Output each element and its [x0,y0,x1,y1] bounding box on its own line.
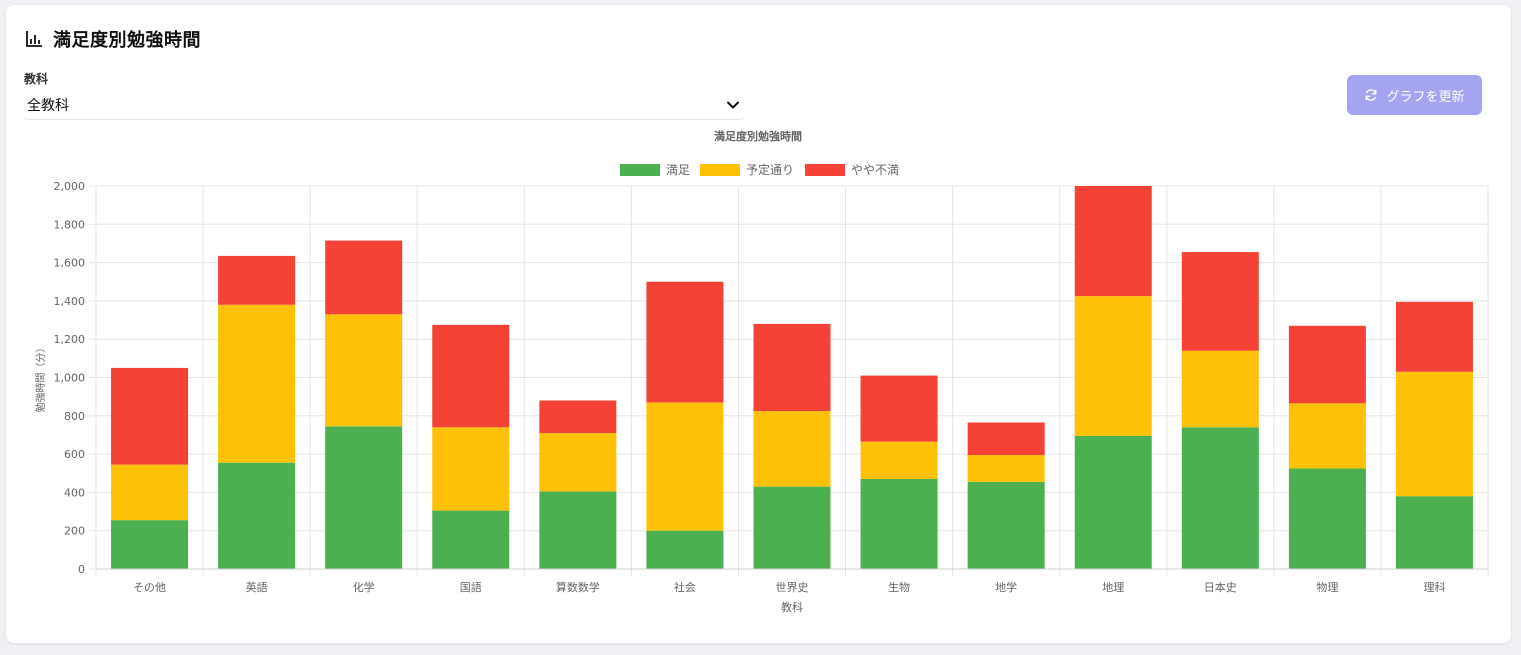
y-axis-title: 勉強時間（分） [34,343,47,413]
x-tick-label: 英語 [246,580,268,594]
bar-segment [1074,186,1152,297]
bar-segment [646,530,724,569]
x-tick-label: 理科 [1423,580,1445,594]
bar-segment [325,240,403,315]
bar-segment [539,433,617,492]
chevron-down-icon [727,101,739,109]
y-tick-label: 2,000 [54,180,86,193]
bar-segment [1074,435,1152,569]
y-tick-label: 1,400 [54,295,86,308]
y-tick-label: 200 [64,525,85,538]
bar-segment [1181,427,1259,569]
bar-segment [218,462,296,569]
y-tick-label: 1,200 [54,333,86,346]
bar-segment [1288,403,1366,469]
bar-segment [646,402,724,531]
x-tick-label: 生物 [888,580,910,594]
bar-segment [432,427,510,511]
y-tick-label: 1,800 [54,218,86,231]
legend-swatch [700,164,740,176]
x-tick-label: 化学 [353,580,375,594]
x-tick-label: 日本史 [1204,580,1237,594]
subject-select-value: 全教科 [27,98,69,114]
refresh-graph-button[interactable]: グラフを更新 [1347,75,1482,115]
bar-segment [1288,325,1366,404]
x-tick-label: 国語 [460,580,482,594]
bar-segment [860,478,938,569]
bar-segment [325,314,403,427]
bar-segment [860,441,938,479]
page-title: 満足度別勉強時間 [53,30,201,51]
subject-filter-label: 教科 [24,72,49,86]
bar-segment [539,400,617,434]
y-tick-label: 400 [64,486,85,499]
bar-segment [1074,296,1152,436]
bar-segment [111,464,189,521]
refresh-button-label: グラフを更新 [1386,89,1465,105]
bar-segment [1181,350,1259,428]
bar-segment [967,422,1045,456]
y-tick-label: 0 [78,563,85,576]
y-tick-label: 1,000 [54,372,86,385]
x-tick-label: 地理 [1102,581,1124,594]
bar-segment [1395,371,1473,497]
bar-chart-icon [26,31,42,47]
bar-segment [1181,252,1259,351]
x-tick-label: その他 [133,581,166,594]
bar-segment [539,491,617,569]
legend-label: やや不満 [851,163,899,177]
bar-segment [432,324,510,428]
legend-swatch [620,164,660,176]
y-tick-label: 1,600 [54,257,86,270]
x-tick-label: 物理 [1316,580,1338,594]
bar-segment [111,367,189,465]
chart-title: 満足度別勉強時間 [714,129,802,143]
bar-segment [218,304,296,463]
subject-select[interactable]: 全教科 [24,93,744,120]
x-axis-title: 教科 [781,600,803,614]
y-tick-label: 800 [64,410,85,423]
card-header: 満足度別勉強時間 [24,26,201,52]
bar-segment [432,510,510,569]
x-tick-label: 世界史 [776,581,809,594]
bar-segment [646,281,724,403]
x-tick-label: 算数数学 [556,580,600,594]
x-tick-label: 社会 [674,580,696,594]
bar-segment [753,411,831,487]
bar-segment [218,255,296,305]
bar-segment [967,455,1045,482]
x-tick-label: 地学 [995,580,1017,594]
bar-segment [1395,301,1473,372]
legend-label: 予定通り [746,162,794,177]
bar-segment [967,481,1045,569]
bar-segment [753,323,831,412]
legend-label: 満足 [666,163,690,177]
y-tick-label: 600 [64,448,85,461]
legend-swatch [805,164,845,176]
bar-segment [753,486,831,569]
bar-segment [1288,468,1366,569]
bar-segment [325,426,403,569]
bar-segment [1395,496,1473,569]
refresh-icon [1366,89,1377,101]
bar-segment [860,375,938,442]
bar-segment [111,520,189,569]
